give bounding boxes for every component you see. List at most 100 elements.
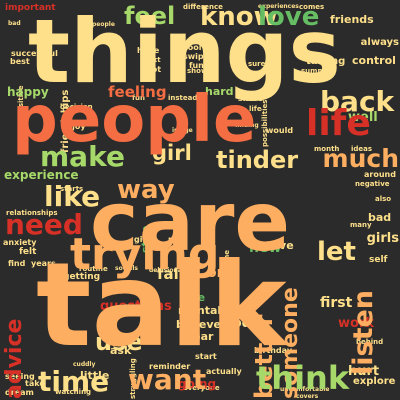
cloud-word: summer — [301, 67, 333, 75]
cloud-word: would — [266, 126, 294, 135]
cloud-word: use — [95, 328, 143, 356]
cloud-word: things — [28, 0, 341, 103]
cloud-word: girls — [366, 231, 399, 246]
cloud-word: ideas — [351, 145, 373, 153]
cloud-word: like — [44, 180, 101, 213]
cloud-word: cool — [183, 43, 202, 52]
cloud-word: people — [12, 83, 257, 157]
cloud-word: comes — [299, 3, 325, 11]
cloud-word: hard — [205, 85, 234, 98]
cloud-word: dream — [5, 388, 34, 397]
cloud-word: think — [256, 359, 350, 397]
cloud-word: let — [317, 237, 356, 267]
cloud-word: hot — [146, 65, 162, 74]
cloud-word: ask — [110, 344, 132, 357]
cloud-word: funk — [189, 61, 210, 70]
cloud-word: sure — [248, 60, 266, 68]
cloud-word: routine — [79, 265, 108, 273]
cloud-word: finding — [235, 122, 259, 129]
cloud-word: bad — [8, 20, 21, 27]
cloud-word: tinder — [216, 146, 299, 174]
cloud-word: hope — [137, 46, 160, 55]
cloud-word: talking — [306, 56, 346, 67]
cloud-word: cuddly — [73, 361, 96, 368]
cloud-word: fall — [157, 265, 184, 283]
cloud-word: reminder — [149, 362, 191, 371]
cloud-word: time — [38, 365, 110, 398]
cloud-word: friends — [330, 13, 374, 26]
cloud-word: show — [187, 67, 208, 75]
cloud-word: new — [249, 240, 282, 256]
cloud-word: year — [186, 330, 214, 343]
cloud-word: free — [180, 291, 206, 304]
cloud-word: relationships — [6, 209, 58, 217]
cloud-word: talk — [36, 238, 287, 373]
cloud-word: enjoy — [61, 122, 86, 131]
cloud-word: believe — [176, 318, 221, 331]
cloud-word: negative — [355, 180, 390, 188]
cloud-word: decision — [60, 103, 93, 111]
cloud-word: love — [258, 2, 320, 32]
cloud-word: felt — [19, 247, 37, 257]
cloud-word: instead — [168, 94, 198, 102]
cloud-word: move — [260, 239, 294, 252]
cloud-word: much — [322, 144, 399, 173]
cloud-word: life — [249, 105, 262, 113]
cloud-word: actually — [206, 367, 242, 376]
cloud-word: difference — [183, 3, 223, 11]
cloud-word: hurt — [348, 364, 380, 379]
cloud-word: way — [117, 175, 175, 205]
cloud-word: one — [207, 265, 237, 281]
cloud-word: want — [128, 363, 207, 396]
cloud-word: people — [92, 21, 115, 28]
cloud-word: fun — [132, 94, 146, 102]
cloud-word: behind — [356, 338, 384, 346]
cloud-word: going — [178, 377, 217, 391]
cloud-word: well — [348, 110, 378, 125]
cloud-word: always — [360, 37, 399, 48]
cloud-word: feel — [124, 2, 176, 30]
cloud-word: best — [10, 57, 30, 66]
cloud-word: girl — [152, 141, 192, 165]
cloud-word: share — [238, 94, 264, 103]
cloud-word: around — [364, 170, 396, 179]
cloud-word: give — [134, 235, 154, 244]
cloud-word: socials — [115, 265, 138, 272]
cloud-word: image — [172, 127, 193, 134]
cloud-word: important — [5, 3, 56, 13]
cloud-word: swipe — [183, 52, 210, 61]
cloud-word: questions — [100, 299, 172, 314]
cloud-word: covers — [296, 393, 319, 400]
cloud-word: mental — [178, 304, 222, 317]
cloud-word: feeling — [108, 83, 167, 101]
cloud-word: everyone — [183, 384, 220, 392]
cloud-word: first — [320, 295, 353, 311]
cloud-word: advice — [2, 318, 27, 399]
cloud-word: listen — [348, 289, 379, 375]
cloud-word: code — [225, 316, 260, 331]
cloud-word: anxiety — [3, 238, 37, 247]
cloud-word: bad — [368, 211, 392, 224]
cloud-word: possibilities — [261, 99, 269, 147]
cloud-word: know — [200, 2, 278, 32]
cloud-word: past — [168, 235, 188, 244]
cloud-word: seeing — [5, 372, 35, 381]
cloud-word: control — [352, 54, 396, 67]
cloud-word: experience — [4, 168, 79, 182]
cloud-word: birthday — [254, 346, 293, 355]
cloud-word: back — [320, 85, 395, 118]
cloud-word: little — [80, 369, 110, 382]
cloud-word: experiences — [258, 3, 299, 10]
cloud-word: also — [375, 195, 392, 203]
cloud-word: many — [350, 221, 372, 229]
cloud-word: care — [90, 175, 290, 270]
cloud-word: need — [5, 208, 83, 241]
cloud-word: self — [369, 255, 388, 265]
cloud-word: happy — [7, 85, 49, 99]
cloud-word: life — [306, 103, 371, 144]
cloud-word: watching — [55, 388, 92, 396]
cloud-word: month — [314, 145, 340, 153]
cloud-word: delusional — [149, 267, 184, 274]
cloud-word: next — [143, 56, 161, 64]
